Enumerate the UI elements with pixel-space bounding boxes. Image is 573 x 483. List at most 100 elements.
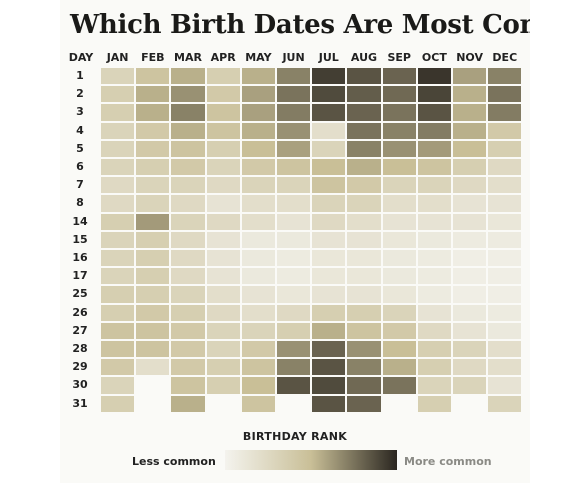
heatmap-cell-aug-28	[347, 341, 381, 358]
heatmap-cell-may-26	[241, 304, 275, 321]
heatmap-cell-aug-5	[347, 140, 381, 157]
heatmap-cell-may-6	[241, 159, 275, 176]
heatmap-cell-oct-29	[417, 359, 451, 376]
row-header-day-5: 5	[76, 141, 84, 155]
row-header-day-4: 4	[76, 123, 84, 137]
heatmap-cell-may-15	[241, 231, 275, 248]
heatmap-cell-aug-27	[347, 322, 381, 339]
heatmap-cell-sep-8	[382, 195, 416, 212]
heatmap-cell-jan-5	[101, 140, 135, 157]
heatmap-cell-nov-27	[453, 322, 487, 339]
heatmap-cell-jul-7	[312, 177, 346, 194]
heatmap-cell-oct-25	[417, 286, 451, 303]
heatmap-cell-feb-6	[136, 159, 170, 176]
heatmap-cell-oct-27	[417, 322, 451, 339]
row-header-day-27: 27	[72, 323, 88, 337]
heatmap-cell-feb-26	[136, 304, 170, 321]
heatmap-cell-oct-15	[417, 231, 451, 248]
heatmap-cell-apr-30	[206, 377, 240, 394]
heatmap-cell-aug-26	[347, 304, 381, 321]
heatmap-cell-oct-17	[417, 268, 451, 285]
heatmap-cell-oct-4	[417, 122, 451, 139]
heatmap-cell-nov-4	[453, 122, 487, 139]
heatmap-cell-jan-1	[101, 68, 135, 85]
row-header-day-2: 2	[76, 87, 84, 101]
heatmap-cell-apr-26	[206, 304, 240, 321]
column-header-jul: JUL	[318, 51, 339, 64]
heatmap-cell-sep-5	[382, 140, 416, 157]
heatmap-cell-jan-31	[101, 395, 135, 412]
column-header-nov: NOV	[456, 51, 483, 64]
row-header-day-1: 1	[76, 69, 84, 82]
heatmap-cell-may-30	[241, 377, 275, 394]
heatmap-cell-nov-26	[453, 304, 487, 321]
heatmap-cell-jul-2	[312, 86, 346, 103]
heatmap-cell-jul-15	[312, 231, 346, 248]
heatmap-cell-jul-29	[312, 359, 346, 376]
heatmap-cell-nov-7	[453, 177, 487, 194]
heatmap-cell-jun-29	[277, 359, 311, 376]
heatmap-cell-feb-28	[136, 341, 170, 358]
heatmap-cell-feb-3	[136, 104, 170, 121]
heatmap-cell-mar-6	[171, 159, 205, 176]
column-header-sep: SEP	[387, 51, 411, 64]
row-header-day-16: 16	[72, 251, 88, 264]
legend-less-label: Less common	[132, 455, 216, 468]
heatmap-cell-feb-16	[136, 250, 170, 267]
heatmap-cell-jun-7	[277, 177, 311, 194]
heatmap-cell-jul-16	[312, 250, 346, 267]
heatmap-cell-dec-28	[488, 341, 522, 358]
heatmap-cell-dec-1	[488, 68, 522, 85]
heatmap-cell-sep-15	[382, 231, 416, 248]
heatmap-cell-dec-17	[488, 268, 522, 285]
heatmap-cell-oct-14	[417, 213, 451, 230]
heatmap-cell-jul-25	[312, 286, 346, 303]
heatmap-cell-jul-17	[312, 268, 346, 285]
heatmap-cell-oct-30	[417, 377, 451, 394]
heatmap-cell-dec-7	[488, 177, 522, 194]
legend-more-label: More common	[404, 455, 492, 468]
heatmap-cell-may-17	[241, 268, 275, 285]
heatmap-cell-jun-15	[277, 231, 311, 248]
heatmap-cell-aug-29	[347, 359, 381, 376]
heatmap-cell-jun-6	[277, 159, 311, 176]
heatmap-cell-oct-28	[417, 341, 451, 358]
heatmap-cell-may-7	[241, 177, 275, 194]
heatmap-cell-dec-15	[488, 231, 522, 248]
heatmap-cell-mar-26	[171, 304, 205, 321]
heatmap-cell-nov-14	[453, 213, 487, 230]
heatmap-cell-jan-30	[101, 377, 135, 394]
heatmap-cell-jan-28	[101, 341, 135, 358]
heatmap-cell-feb-8	[136, 195, 170, 212]
heatmap-cell-feb-2	[136, 86, 170, 103]
heatmap-cell-jul-1	[312, 68, 346, 85]
heatmap-cell-mar-16	[171, 250, 205, 267]
heatmap-cell-mar-31	[171, 395, 205, 412]
row-header-day-25: 25	[72, 287, 88, 301]
heatmap-cell-mar-8	[171, 195, 205, 212]
heatmap-cell-oct-5	[417, 140, 451, 157]
heatmap-cell-sep-17	[382, 268, 416, 285]
heatmap-cell-sep-16	[382, 250, 416, 267]
column-header-feb: FEB	[141, 51, 165, 64]
heatmap-cell-may-31	[241, 395, 275, 412]
heatmap-cell-jul-27	[312, 322, 346, 339]
heatmap-cell-jan-14	[101, 213, 135, 230]
heatmap-cell-jan-15	[101, 231, 135, 248]
heatmap-cell-mar-7	[171, 177, 205, 194]
heatmap-cell-feb-1	[136, 68, 170, 85]
heatmap-cell-apr-25	[206, 286, 240, 303]
column-header-dec: DEC	[492, 51, 518, 64]
heatmap-cell-may-4	[241, 122, 275, 139]
legend-gradient-bar	[225, 450, 397, 470]
heatmap-cell-jul-5	[312, 140, 346, 157]
heatmap-cell-may-1	[241, 68, 275, 85]
heatmap-cell-apr-27	[206, 322, 240, 339]
heatmap-cell-sep-4	[382, 122, 416, 139]
heatmap-cell-nov-2	[453, 86, 487, 103]
heatmap-cell-dec-27	[488, 322, 522, 339]
heatmap-cell-nov-30	[453, 377, 487, 394]
row-header-day-7: 7	[76, 178, 84, 192]
heatmap-cell-may-29	[241, 359, 275, 376]
heatmap-cell-feb-25	[136, 286, 170, 303]
